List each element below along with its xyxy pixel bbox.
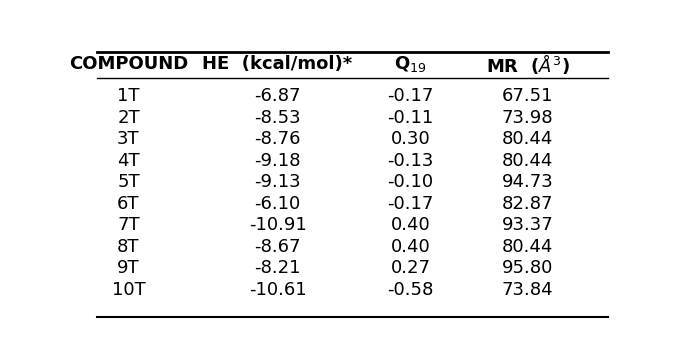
Text: 67.51: 67.51 [502,87,554,105]
Text: Q$_{19}$: Q$_{19}$ [394,54,427,74]
Text: 4T: 4T [117,152,139,170]
Text: 82.87: 82.87 [502,195,554,213]
Text: -10.61: -10.61 [249,281,306,299]
Text: MR  ($\AA^3$): MR ($\AA^3$) [486,52,570,76]
Text: 0.40: 0.40 [391,237,431,256]
Text: -0.17: -0.17 [387,195,434,213]
Text: 7T: 7T [117,216,139,234]
Text: 80.44: 80.44 [502,130,554,148]
Text: 0.30: 0.30 [391,130,431,148]
Text: 6T: 6T [117,195,139,213]
Text: COMPOUND: COMPOUND [69,55,188,73]
Text: -0.13: -0.13 [387,152,434,170]
Text: -0.11: -0.11 [387,109,433,127]
Text: -0.17: -0.17 [387,87,434,105]
Text: 3T: 3T [117,130,139,148]
Text: -8.53: -8.53 [254,109,301,127]
Text: HE  (kcal/mol)*: HE (kcal/mol)* [203,55,352,73]
Text: -0.58: -0.58 [387,281,434,299]
Text: 73.84: 73.84 [502,281,554,299]
Text: 9T: 9T [117,259,139,277]
Text: 5T: 5T [117,173,139,191]
Text: 80.44: 80.44 [502,237,554,256]
Text: 73.98: 73.98 [502,109,554,127]
Text: 0.27: 0.27 [391,259,431,277]
Text: 0.40: 0.40 [391,216,431,234]
Text: -8.67: -8.67 [254,237,301,256]
Text: 8T: 8T [117,237,139,256]
Text: 2T: 2T [117,109,139,127]
Text: -6.10: -6.10 [254,195,301,213]
Text: -6.87: -6.87 [254,87,301,105]
Text: -9.18: -9.18 [254,152,301,170]
Text: -0.10: -0.10 [387,173,433,191]
Text: -9.13: -9.13 [254,173,301,191]
Text: 94.73: 94.73 [502,173,554,191]
Text: 93.37: 93.37 [502,216,554,234]
Text: 80.44: 80.44 [502,152,554,170]
Text: -8.76: -8.76 [254,130,301,148]
Text: -8.21: -8.21 [254,259,301,277]
Text: 95.80: 95.80 [502,259,554,277]
Text: -10.91: -10.91 [249,216,306,234]
Text: 1T: 1T [117,87,139,105]
Text: 10T: 10T [111,281,146,299]
